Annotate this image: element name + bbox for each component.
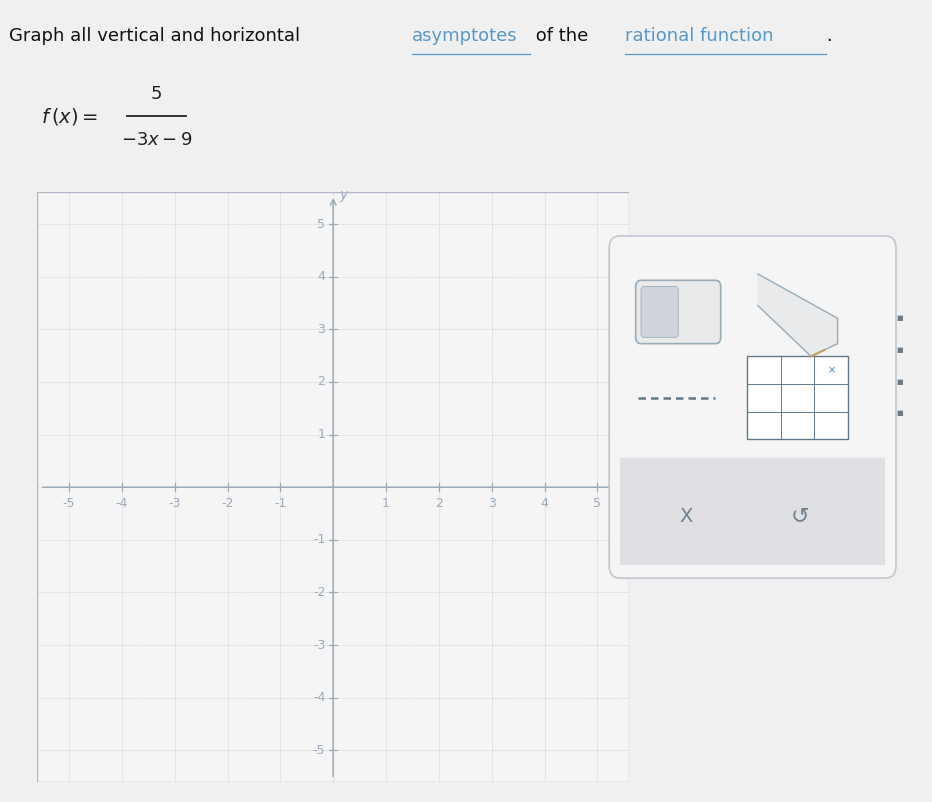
Text: ■: ■ — [896, 347, 903, 353]
Text: -3: -3 — [313, 638, 325, 651]
Text: x: x — [620, 496, 628, 511]
Text: $-3x-9$: $-3x-9$ — [120, 131, 192, 149]
Text: 4: 4 — [318, 270, 325, 283]
FancyBboxPatch shape — [610, 236, 896, 578]
FancyBboxPatch shape — [610, 458, 896, 578]
Text: -4: -4 — [116, 496, 128, 510]
Text: ↺: ↺ — [791, 506, 810, 526]
Text: ×: × — [828, 365, 836, 375]
Text: 3: 3 — [318, 323, 325, 336]
Text: ■: ■ — [896, 379, 903, 385]
Text: .: . — [826, 27, 831, 45]
Bar — [747, 356, 848, 439]
Text: rational function: rational function — [624, 27, 774, 45]
Text: ■: ■ — [896, 315, 903, 322]
Text: 4: 4 — [541, 496, 549, 510]
Text: -4: -4 — [313, 691, 325, 704]
Text: 2: 2 — [318, 375, 325, 388]
Text: -2: -2 — [313, 586, 325, 599]
Text: 5: 5 — [594, 496, 601, 510]
Text: -1: -1 — [313, 533, 325, 546]
Text: 1: 1 — [382, 496, 390, 510]
Text: -5: -5 — [313, 744, 325, 757]
Bar — [623, 458, 883, 476]
Text: $f\,(x)=$: $f\,(x)=$ — [41, 106, 98, 127]
Text: -2: -2 — [221, 496, 234, 510]
Text: X: X — [679, 507, 692, 526]
Text: 3: 3 — [487, 496, 496, 510]
Text: 5: 5 — [317, 217, 325, 230]
Text: -5: -5 — [62, 496, 75, 510]
Text: Graph all vertical and horizontal: Graph all vertical and horizontal — [9, 27, 307, 45]
Text: 1: 1 — [318, 428, 325, 441]
FancyBboxPatch shape — [641, 286, 678, 338]
Polygon shape — [758, 274, 838, 356]
Text: 2: 2 — [435, 496, 443, 510]
Text: -3: -3 — [169, 496, 181, 510]
Text: y: y — [339, 188, 348, 202]
Text: ■: ■ — [896, 411, 903, 416]
FancyBboxPatch shape — [636, 281, 720, 344]
Text: asymptotes: asymptotes — [412, 27, 517, 45]
Text: of the: of the — [530, 27, 594, 45]
Text: -1: -1 — [274, 496, 286, 510]
Text: 5: 5 — [151, 85, 162, 103]
